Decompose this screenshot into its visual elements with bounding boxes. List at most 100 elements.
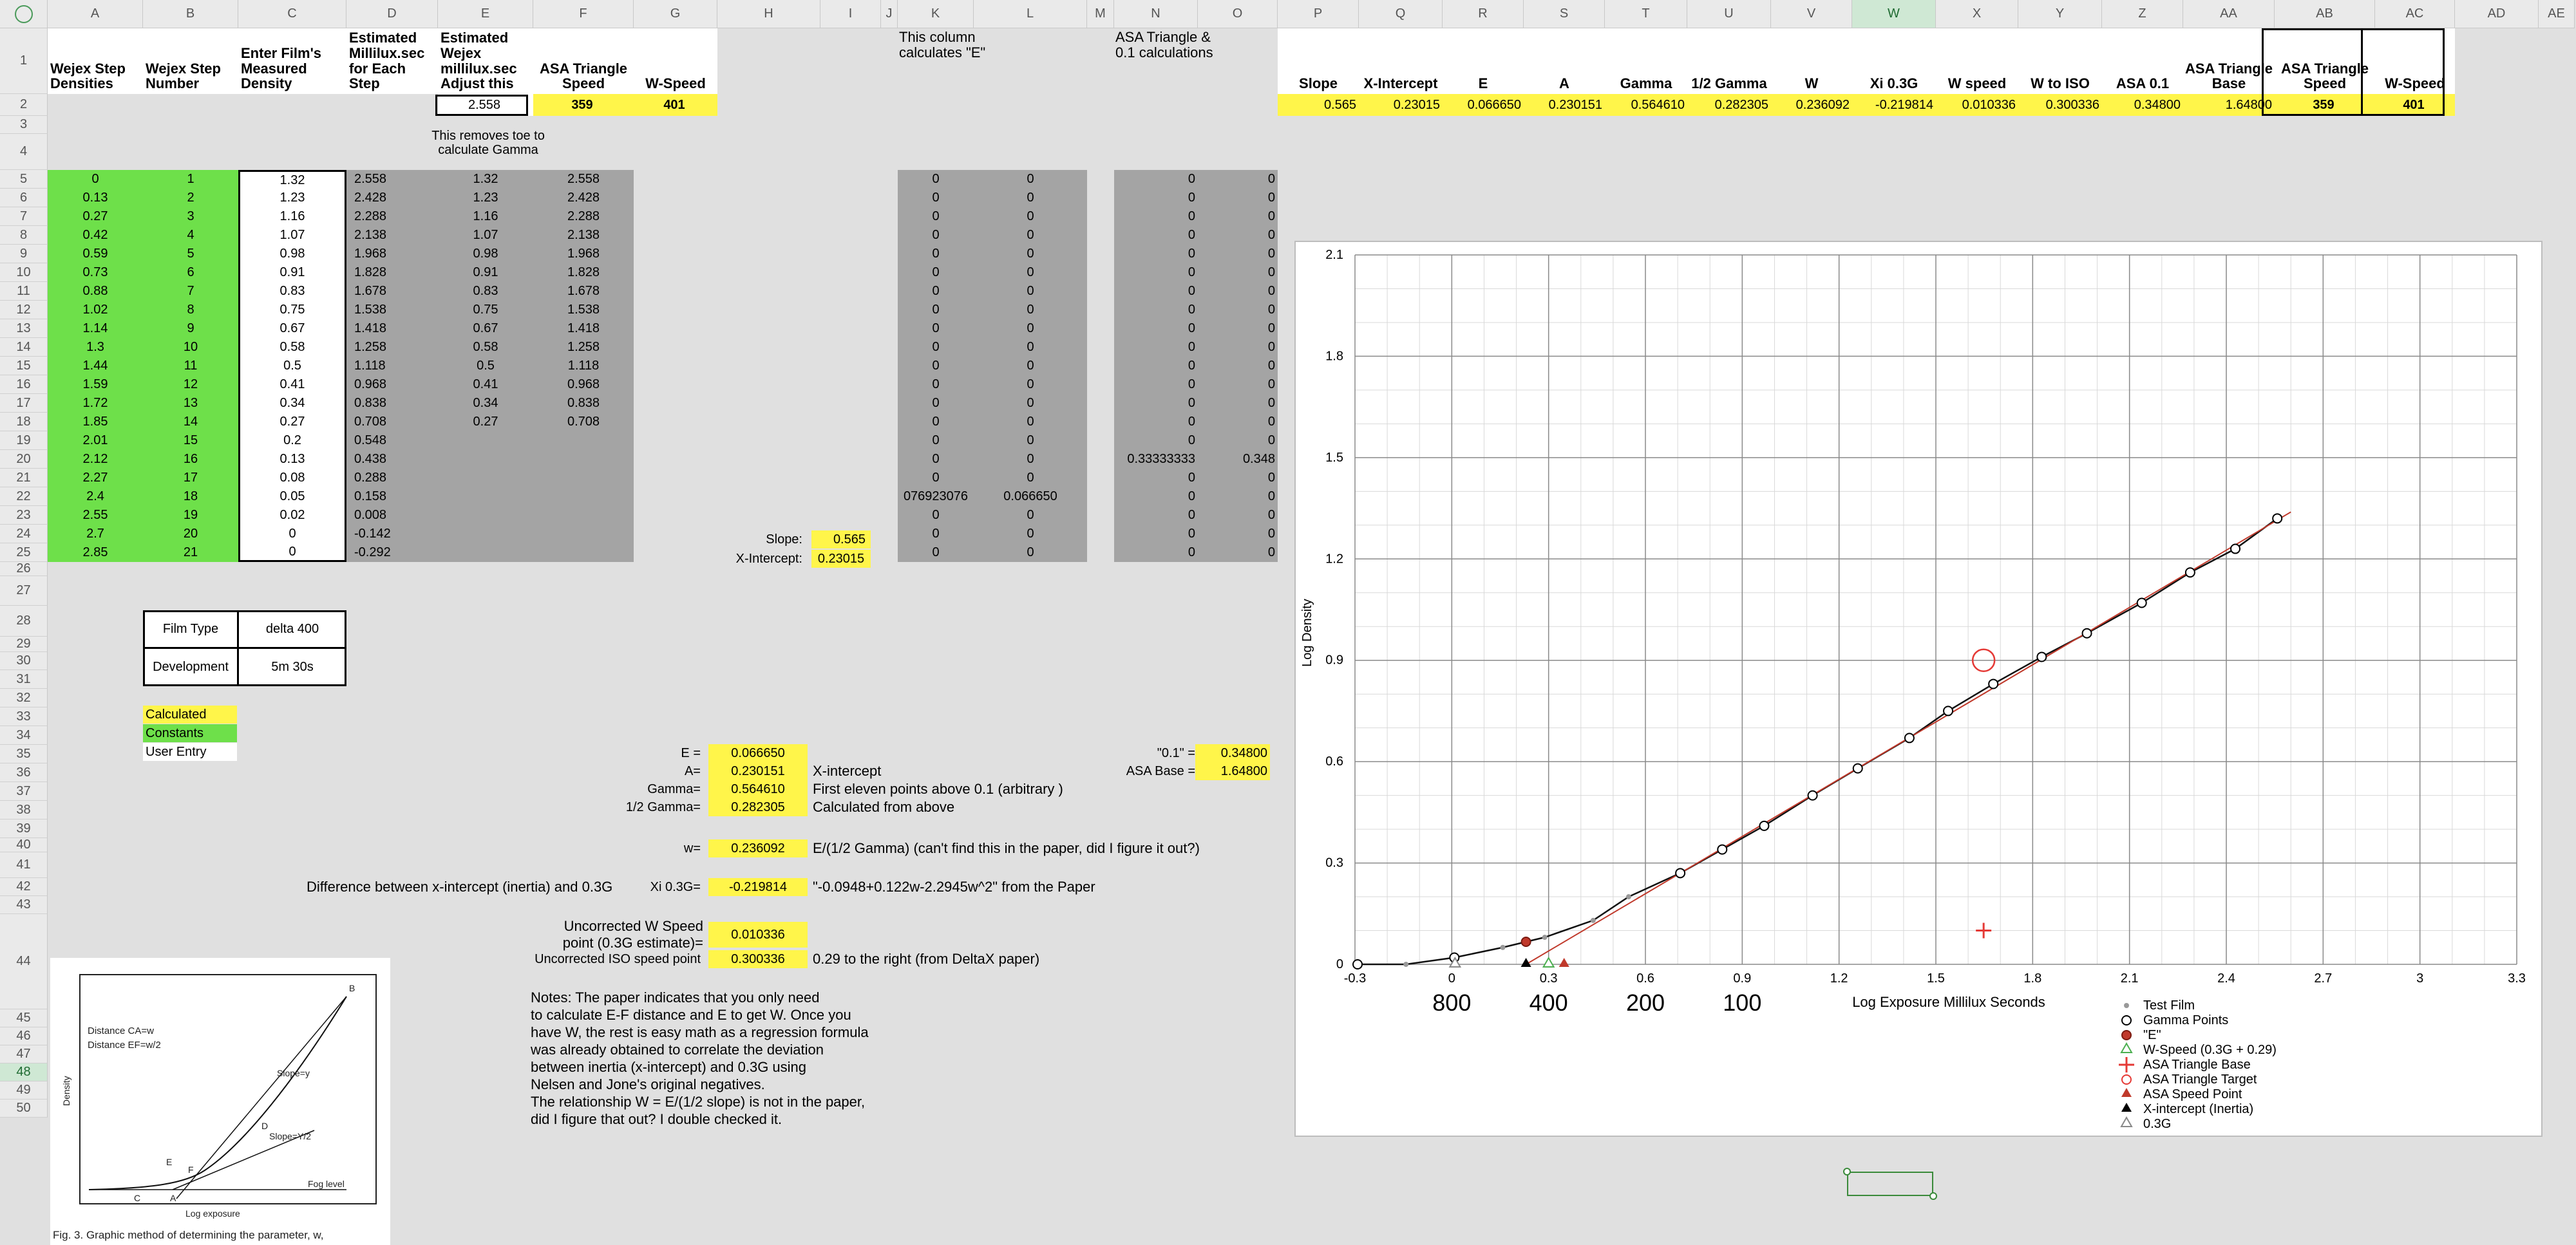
row-header-34[interactable]: 34 (0, 726, 48, 745)
chart-frame[interactable]: -0.3 0 0.3 0.6 0.9 1.2 1.5 1.8 2.1 2.4 2.7 3 3.3 0 0.3… (1294, 241, 2543, 1137)
row-header-1[interactable]: 1 (0, 28, 48, 94)
development-value[interactable]: 5m 30s (271, 659, 314, 674)
column-header-i[interactable]: I (820, 0, 881, 28)
row-header-23[interactable]: 23 (0, 506, 48, 525)
shape-handle-br[interactable] (1929, 1192, 1937, 1200)
row-header-37[interactable]: 37 (0, 782, 48, 801)
row-header-50[interactable]: 50 (0, 1100, 48, 1118)
row-header-27[interactable]: 27 (0, 576, 48, 606)
column-header-o[interactable]: O (1198, 0, 1278, 28)
row-header-49[interactable]: 49 (0, 1081, 48, 1100)
column-header-n[interactable]: N (1114, 0, 1198, 28)
row-header-38[interactable]: 38 (0, 801, 48, 819)
row-header-20[interactable]: 20 (0, 450, 48, 469)
measured-density-input[interactable]: 0.83 (238, 282, 346, 301)
column-header-ad[interactable]: AD (2455, 0, 2539, 28)
row-header-48[interactable]: 48 (0, 1063, 48, 1081)
column-header-ac[interactable]: AC (2375, 0, 2455, 28)
row-header-43[interactable]: 43 (0, 896, 48, 914)
column-header-u[interactable]: U (1687, 0, 1771, 28)
measured-density-input[interactable]: 1.16 (238, 207, 346, 226)
measured-density-input[interactable]: 0.41 (238, 375, 346, 394)
measured-density-input[interactable]: 0 (238, 543, 346, 562)
column-header-z[interactable]: Z (2102, 0, 2183, 28)
measured-density-input[interactable]: 0.67 (238, 319, 346, 338)
column-header-aa[interactable]: AA (2183, 0, 2275, 28)
column-header-ae[interactable]: AE (2539, 0, 2575, 28)
corner-cell[interactable] (0, 0, 48, 28)
row-header-46[interactable]: 46 (0, 1027, 48, 1045)
row-header-3[interactable]: 3 (0, 116, 48, 134)
column-header-s[interactable]: S (1524, 0, 1605, 28)
row-header-44[interactable]: 44 (0, 914, 48, 1009)
row-header-12[interactable]: 12 (0, 301, 48, 319)
column-header-x[interactable]: X (1936, 0, 2018, 28)
measured-density-input[interactable]: 0 (238, 525, 346, 543)
row-header-16[interactable]: 16 (0, 375, 48, 394)
row-header-30[interactable]: 30 (0, 652, 48, 670)
column-header-q[interactable]: Q (1359, 0, 1443, 28)
row-header-11[interactable]: 11 (0, 282, 48, 301)
measured-density-input[interactable]: 0.75 (238, 301, 346, 319)
row-header-18[interactable]: 18 (0, 413, 48, 431)
shape-handle-tl[interactable] (1843, 1168, 1851, 1175)
row-header-19[interactable]: 19 (0, 431, 48, 450)
row-header-42[interactable]: 42 (0, 878, 48, 896)
column-header-l[interactable]: L (974, 0, 1087, 28)
column-header-g[interactable]: G (634, 0, 717, 28)
row-header-6[interactable]: 6 (0, 189, 48, 207)
column-header-d[interactable]: D (346, 0, 438, 28)
row-header-32[interactable]: 32 (0, 689, 48, 707)
column-header-p[interactable]: P (1278, 0, 1359, 28)
row-header-40[interactable]: 40 (0, 838, 48, 852)
row-header-26[interactable]: 26 (0, 561, 48, 576)
row-header-36[interactable]: 36 (0, 763, 48, 782)
column-header-h[interactable]: H (717, 0, 820, 28)
column-header-y[interactable]: Y (2018, 0, 2102, 28)
column-header-r[interactable]: R (1443, 0, 1524, 28)
row-header-41[interactable]: 41 (0, 852, 48, 878)
row-header-31[interactable]: 31 (0, 670, 48, 689)
measured-density-input[interactable]: 0.34 (238, 394, 346, 413)
measured-density-input[interactable]: 0.05 (238, 487, 346, 506)
measured-density-input[interactable]: 1.23 (238, 189, 346, 207)
row-header-22[interactable]: 22 (0, 487, 48, 506)
measured-density-input[interactable]: 0.13 (238, 450, 346, 469)
column-header-t[interactable]: T (1605, 0, 1687, 28)
film-type-value[interactable]: delta 400 (265, 621, 319, 636)
column-header-j[interactable]: J (881, 0, 898, 28)
measured-density-input[interactable]: 0.91 (238, 263, 346, 282)
row-header-5[interactable]: 5 (0, 170, 48, 189)
row-header-10[interactable]: 10 (0, 263, 48, 282)
measured-density-input[interactable]: 0.5 (238, 357, 346, 375)
row-header-9[interactable]: 9 (0, 245, 48, 263)
row2-e[interactable]: 2.558 (438, 94, 533, 116)
measured-density-input[interactable]: 0.2 (238, 431, 346, 450)
row-header-25[interactable]: 25 (0, 543, 48, 562)
column-header-m[interactable]: M (1087, 0, 1114, 28)
measured-density-input[interactable]: 0.98 (238, 245, 346, 263)
selected-shape[interactable] (1847, 1172, 1933, 1196)
row-header-33[interactable]: 33 (0, 707, 48, 726)
row-header-2[interactable]: 2 (0, 94, 48, 116)
measured-density-input[interactable]: 0.08 (238, 469, 346, 487)
row-header-39[interactable]: 39 (0, 819, 48, 838)
column-header-b[interactable]: B (143, 0, 238, 28)
row-header-7[interactable]: 7 (0, 207, 48, 226)
row-header-24[interactable]: 24 (0, 525, 48, 543)
select-all-circle-icon[interactable] (14, 5, 33, 23)
column-header-v[interactable]: V (1771, 0, 1852, 28)
measured-density-input[interactable]: 1.32 (238, 170, 346, 189)
row-header-28[interactable]: 28 (0, 606, 48, 637)
column-header-k[interactable]: K (898, 0, 974, 28)
row-header-15[interactable]: 15 (0, 357, 48, 375)
column-header-w[interactable]: W (1852, 0, 1936, 28)
row-header-4[interactable]: 4 (0, 134, 48, 170)
row-header-29[interactable]: 29 (0, 637, 48, 652)
row-header-47[interactable]: 47 (0, 1045, 48, 1063)
row-header-14[interactable]: 14 (0, 338, 48, 357)
row-header-13[interactable]: 13 (0, 319, 48, 338)
measured-density-input[interactable]: 0.02 (238, 506, 346, 525)
column-header-c[interactable]: C (238, 0, 346, 28)
measured-density-input[interactable]: 1.07 (238, 226, 346, 245)
